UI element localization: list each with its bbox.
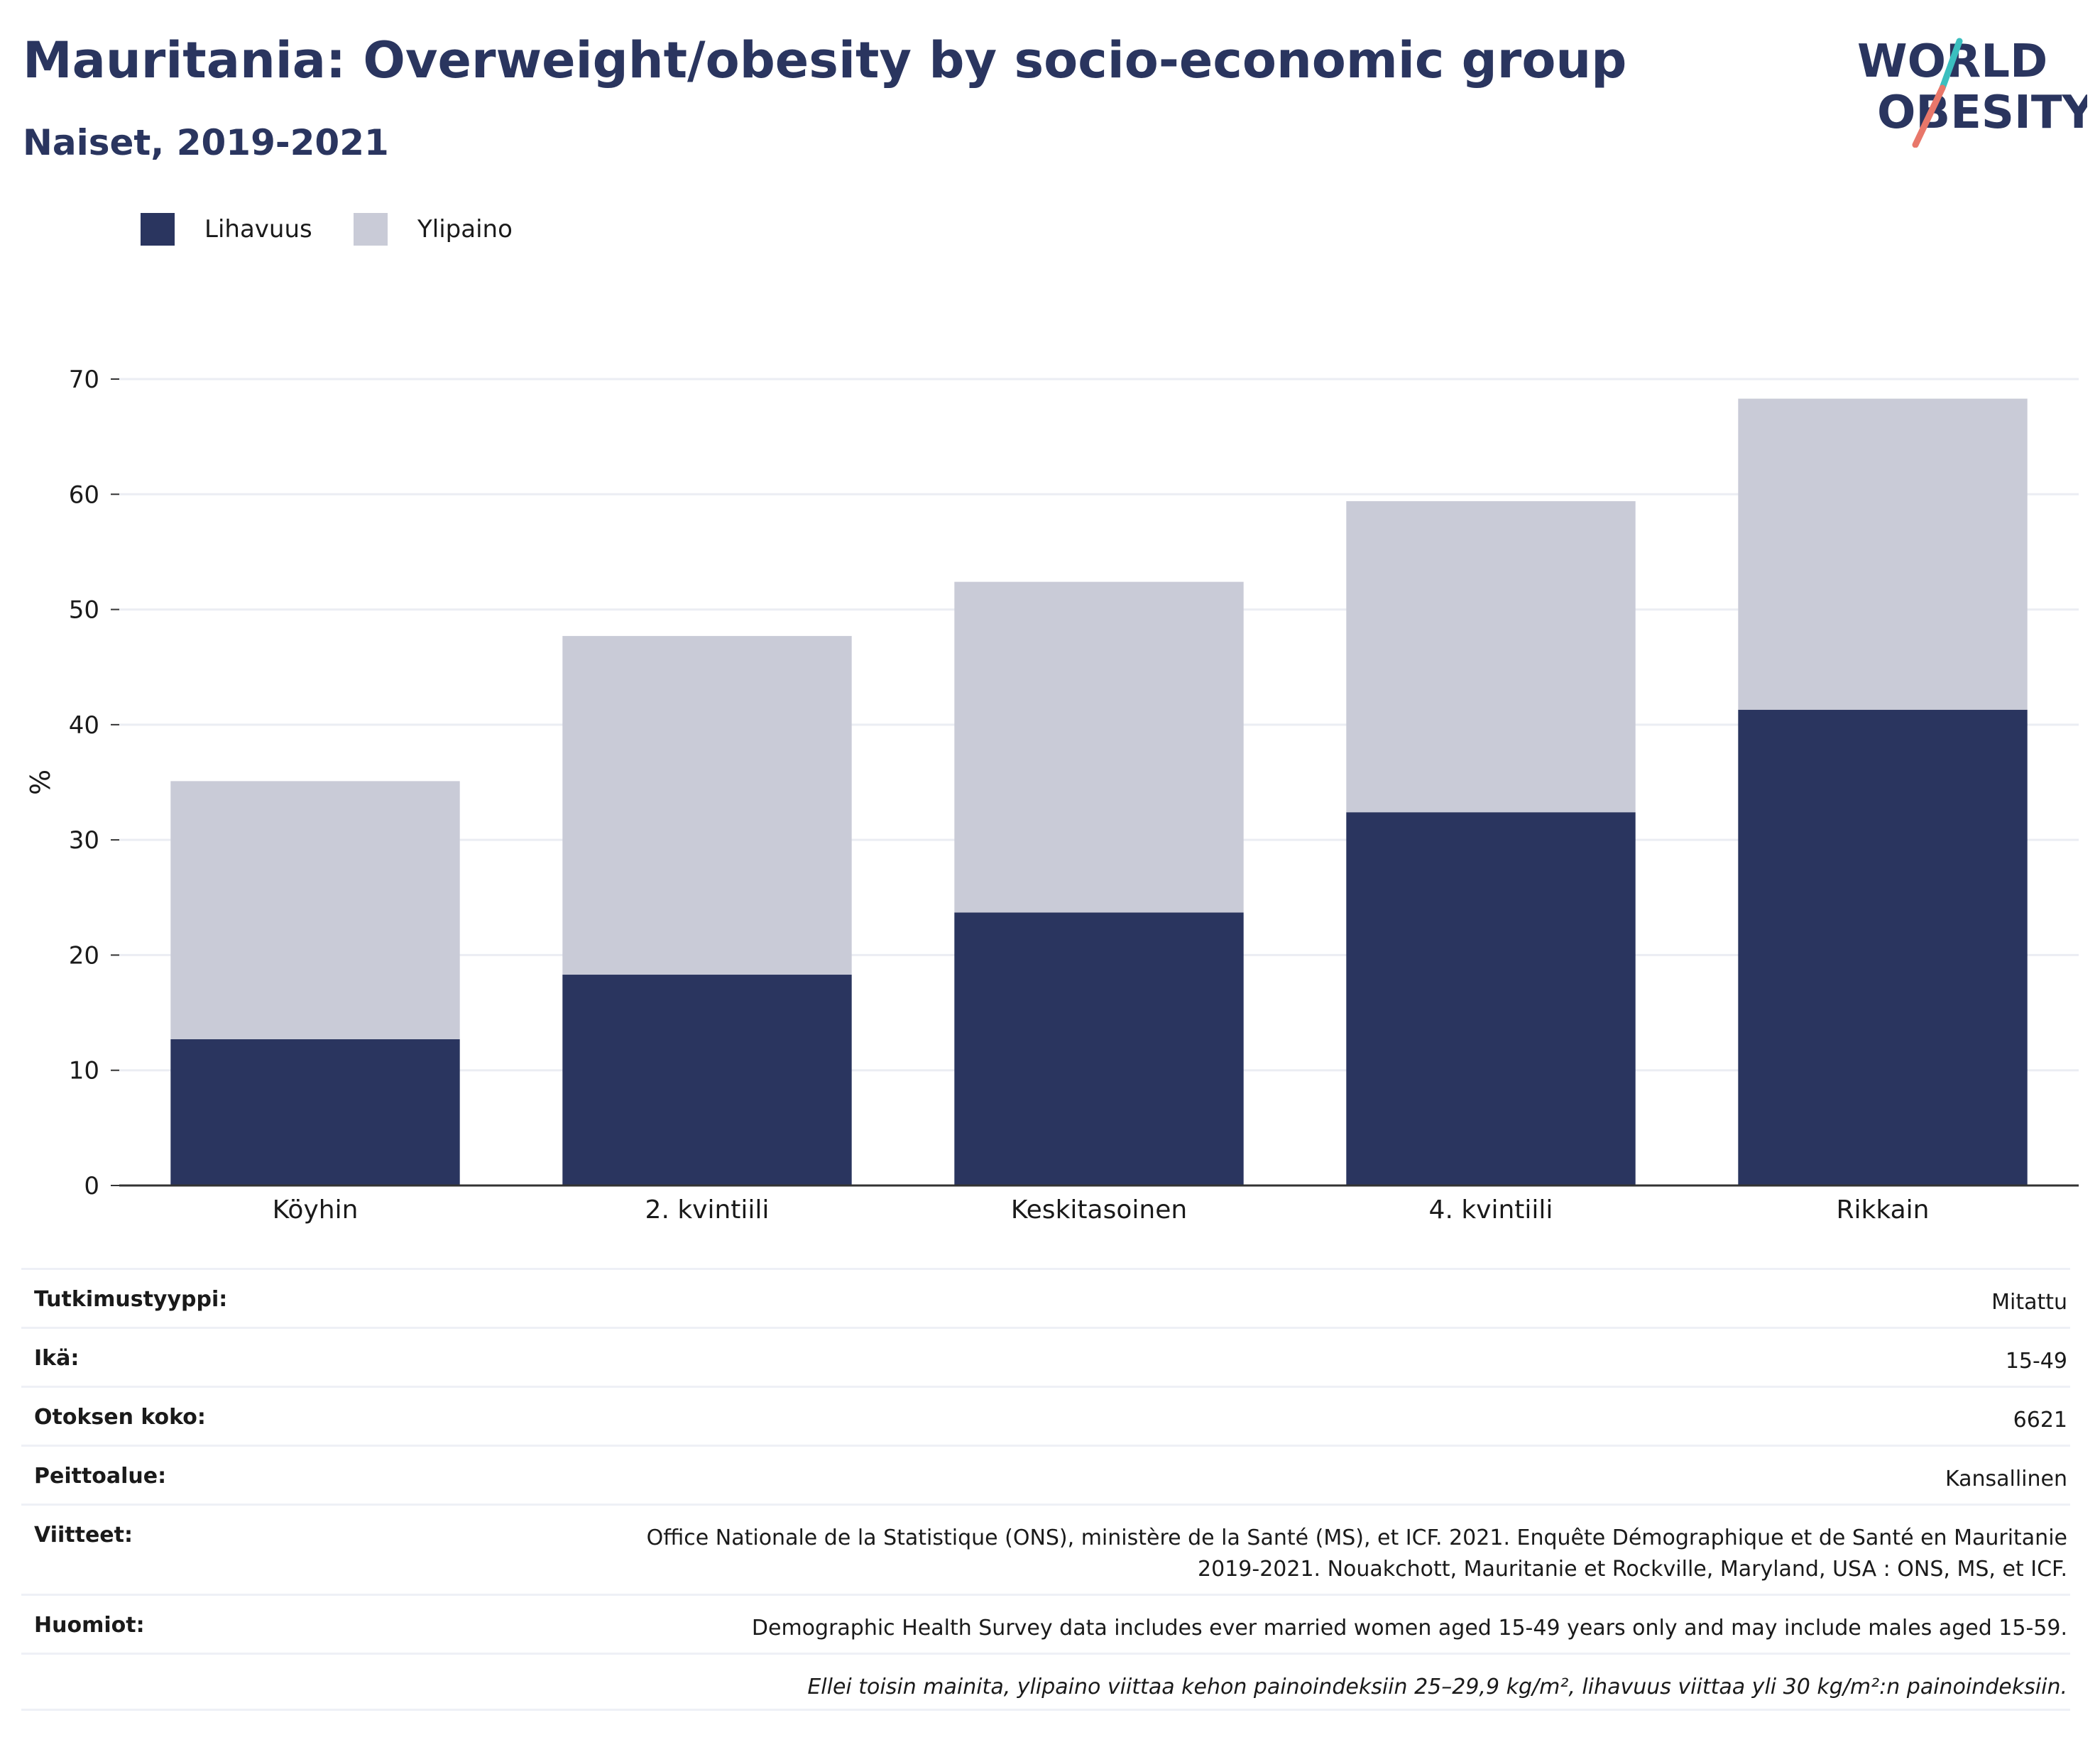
x-tick-label: Keskitasoinen: [1011, 1195, 1187, 1225]
metadata-row: Tutkimustyyppi: Mitattu: [21, 1268, 2070, 1327]
metadata-row: Ellei toisin mainita, ylipaino viittaa k…: [21, 1653, 2070, 1711]
metadata-row: Huomiot: Demographic Health Survey data i…: [21, 1594, 2070, 1653]
stacked-bar-chart: 0 10 20 30 40 50 60 70% Köyhin 2. kvintiili Keskit…: [25, 366, 2079, 1225]
logo-slash-teal: [1939, 38, 1963, 92]
world-obesity-logo: WORLD OBESITY: [1857, 35, 2087, 148]
metadata-value-line: 6621: [2013, 1408, 2067, 1433]
metadata-value-line: Mitattu: [1991, 1290, 2067, 1315]
x-tick-label: 4. kvintiili: [1429, 1195, 1553, 1225]
metadata-key: Huomiot:: [34, 1613, 145, 1638]
metadata-key: Tutkimustyyppi:: [34, 1287, 228, 1312]
y-tick-label: 50: [69, 596, 99, 625]
y-tick-label: 30: [69, 826, 99, 855]
logo-text-obesity: OBESITY: [1877, 87, 2087, 139]
bar-ylipaino-rikkain: [1738, 398, 2028, 710]
metadata-row: Otoksen koko: 6621: [21, 1386, 2070, 1445]
chart-subtitle: Naiset, 2019-2021: [23, 122, 389, 163]
legend-swatch-lihavuus: [141, 213, 175, 246]
metadata-value: Office Nationale de la Statistique (ONS)…: [434, 1523, 2067, 1585]
x-tick-label: Rikkain: [1837, 1195, 1930, 1225]
bar-ylipaino-keskitasoinen: [954, 581, 1244, 913]
bar-lihavuus-koyhin: [170, 1039, 460, 1185]
metadata-value-line: Kansallinen: [1945, 1467, 2067, 1491]
metadata-value-line: 15-49: [2005, 1349, 2067, 1374]
y-tick-label: 20: [69, 941, 99, 970]
metadata-key: Ikä:: [34, 1346, 80, 1371]
bar-lihavuus-rikkain: [1738, 709, 2028, 1185]
metadata-value: Demographic Health Survey data includes …: [434, 1613, 2067, 1644]
chart-title: Mauritania: Overweight/obesity by socio-…: [23, 31, 1627, 89]
bar-lihavuus-2-kvintiili: [562, 975, 852, 1185]
metadata-value: Ellei toisin mainita, ylipaino viittaa k…: [434, 1672, 2067, 1703]
bar-ylipaino-koyhin: [170, 781, 460, 1039]
bar-ylipaino-4-kvintiili: [1346, 501, 1636, 813]
metadata-value-line: Office Nationale de la Statistique (ONS)…: [646, 1526, 2067, 1550]
metadata-key: Peittoalue:: [34, 1464, 167, 1489]
metadata-row: Ikä: 15-49: [21, 1327, 2070, 1386]
y-tick-label: 70: [69, 366, 99, 394]
y-tick-label: 10: [69, 1057, 99, 1085]
metadata-value: Mitattu: [434, 1287, 2067, 1318]
bar-ylipaino-2-kvintiili: [562, 635, 852, 975]
metadata-key: Otoksen koko:: [34, 1405, 206, 1430]
metadata-value-line: Demographic Health Survey data includes …: [751, 1616, 2067, 1641]
bar-lihavuus-keskitasoinen: [954, 912, 1244, 1185]
legend-label-lihavuus: Lihavuus: [204, 215, 312, 243]
x-tick-label: 2. kvintiili: [645, 1195, 770, 1225]
y-tick-label: 0: [84, 1172, 99, 1200]
metadata-table: Tutkimustyyppi: Mitattu Ikä: 15-49 Otoksen k…: [21, 1268, 2070, 1711]
y-tick-label: 40: [69, 711, 99, 740]
metadata-key: Viitteet:: [34, 1523, 133, 1548]
metadata-value: 6621: [434, 1405, 2067, 1436]
metadata-row: Viitteet: Office Nationale de la Statisti…: [21, 1504, 2070, 1594]
legend-label-ylipaino: Ylipaino: [417, 215, 513, 243]
metadata-value: Kansallinen: [434, 1464, 2067, 1495]
logo-slash-coral: [1912, 84, 1946, 148]
y-axis-label: %: [25, 770, 56, 795]
metadata-row: Peittoalue: Kansallinen: [21, 1445, 2070, 1504]
bar-lihavuus-4-kvintiili: [1346, 812, 1636, 1185]
y-tick-label: 60: [69, 481, 99, 509]
metadata-value-line: 2019-2021. Nouakchott, Mauritanie et Roc…: [1198, 1557, 2067, 1582]
x-tick-label: Köyhin: [273, 1195, 359, 1225]
legend-swatch-ylipaino: [354, 213, 388, 246]
metadata-value: 15-49: [434, 1346, 2067, 1377]
metadata-value-line: Ellei toisin mainita, ylipaino viittaa k…: [807, 1675, 2067, 1699]
